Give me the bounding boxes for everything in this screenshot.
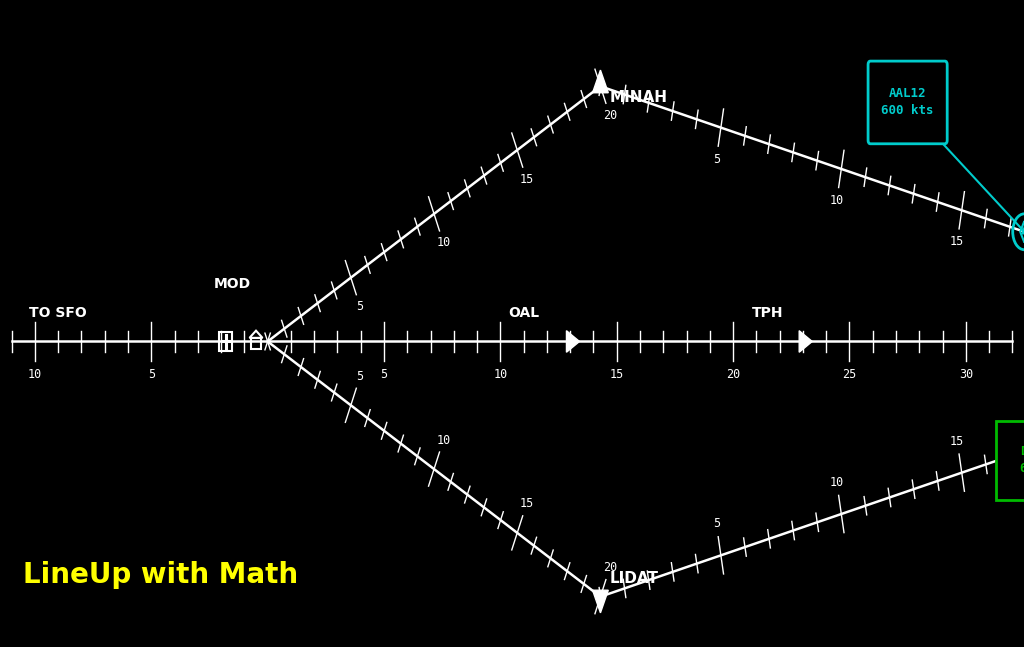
Polygon shape (799, 331, 812, 352)
Text: TPH: TPH (753, 306, 783, 320)
Text: 15: 15 (950, 236, 965, 248)
Text: 20: 20 (726, 368, 740, 382)
Text: 15: 15 (950, 435, 965, 448)
Text: 10: 10 (436, 236, 451, 249)
Text: DAL
600: DAL 600 (1020, 445, 1024, 475)
Text: LIDAT: LIDAT (609, 571, 658, 586)
Text: 5: 5 (381, 368, 387, 382)
Text: AAL12
600 kts: AAL12 600 kts (882, 87, 934, 118)
Text: 10: 10 (436, 433, 451, 446)
Text: 30: 30 (958, 368, 973, 382)
Text: 5: 5 (713, 517, 720, 531)
Text: 20: 20 (603, 561, 616, 574)
Text: 5: 5 (713, 153, 720, 166)
Text: MINAH: MINAH (609, 89, 668, 105)
Text: TO SFO: TO SFO (30, 306, 87, 320)
Text: 15: 15 (609, 368, 624, 382)
Polygon shape (593, 590, 608, 613)
FancyBboxPatch shape (996, 421, 1024, 499)
Polygon shape (1022, 226, 1024, 234)
Text: 5: 5 (356, 300, 364, 313)
Text: 20: 20 (603, 109, 616, 122)
Text: 10: 10 (829, 476, 844, 489)
FancyBboxPatch shape (868, 61, 947, 144)
Text: 10: 10 (494, 368, 508, 382)
Text: OAL: OAL (508, 306, 540, 320)
Polygon shape (566, 331, 580, 352)
Text: 5: 5 (356, 370, 364, 383)
Text: 10: 10 (829, 194, 844, 207)
Polygon shape (593, 70, 608, 93)
Text: 15: 15 (519, 173, 534, 186)
Text: 5: 5 (147, 368, 155, 382)
Text: MOD: MOD (214, 277, 251, 291)
Text: 10: 10 (28, 368, 42, 382)
Text: LineUp with Math: LineUp with Math (24, 561, 298, 589)
Text: 15: 15 (519, 498, 534, 510)
Text: 25: 25 (843, 368, 857, 382)
